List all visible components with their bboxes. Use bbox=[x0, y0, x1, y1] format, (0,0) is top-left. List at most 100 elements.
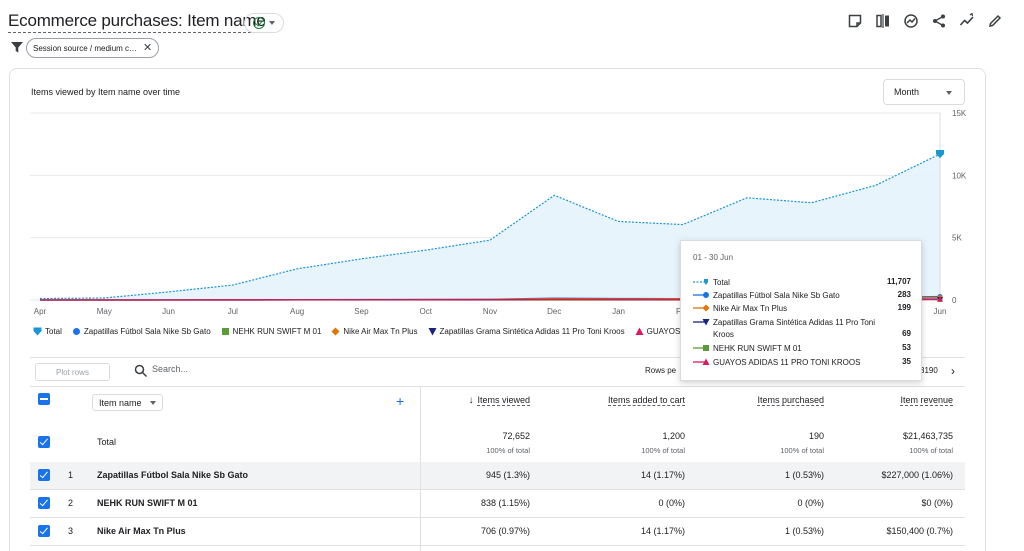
column-label: Items viewed bbox=[477, 395, 530, 406]
tooltip-series-name: Nike Air Max Tn Plus bbox=[713, 304, 788, 313]
tooltip-series-value: 11,707 bbox=[886, 277, 911, 286]
cell-value: 838 (1.15%) bbox=[480, 498, 530, 508]
trend-icon[interactable] bbox=[958, 12, 976, 30]
filter-icon[interactable] bbox=[10, 40, 24, 54]
legend-item[interactable]: Total bbox=[33, 327, 62, 336]
row-checkbox[interactable] bbox=[38, 469, 50, 481]
x-tick-label: Jun bbox=[934, 307, 947, 316]
divider bbox=[30, 386, 965, 387]
add-dimension-button[interactable]: + bbox=[396, 393, 405, 409]
check-circle-icon bbox=[253, 17, 265, 29]
tooltip-series-value: 283 bbox=[897, 290, 911, 299]
close-icon[interactable]: ✕ bbox=[143, 41, 153, 54]
tooltip-series-value: 35 bbox=[902, 357, 911, 366]
row-checkbox[interactable] bbox=[38, 525, 50, 537]
dimension-select[interactable]: Item name bbox=[92, 394, 163, 411]
column-label: Items purchased bbox=[757, 395, 824, 406]
divider bbox=[30, 545, 965, 546]
report-header: Ecommerce purchases: Item name Session s… bbox=[0, 0, 1024, 64]
share-icon[interactable] bbox=[930, 12, 948, 30]
circle-icon bbox=[693, 290, 713, 300]
series-marker bbox=[937, 296, 943, 302]
x-tick-label: Oct bbox=[419, 307, 432, 316]
total-value: $21,463,735 bbox=[902, 431, 953, 441]
chevron-down-icon bbox=[946, 91, 952, 95]
total-checkbox[interactable] bbox=[38, 436, 50, 448]
y-tick-label: 0 bbox=[952, 296, 957, 305]
y-tick-label: 5K bbox=[952, 234, 962, 243]
tooltip-series-value: 69 bbox=[902, 329, 911, 338]
search-icon bbox=[134, 364, 148, 378]
tooltip-row: Total 11,707 bbox=[693, 277, 911, 289]
legend-label: Zapatillas Grama Sintética Adidas 11 Pro… bbox=[439, 327, 625, 336]
compare-icon[interactable] bbox=[874, 12, 892, 30]
report-status-dropdown[interactable] bbox=[244, 13, 284, 33]
tooltip-series-value: 199 bbox=[897, 303, 911, 312]
item-name[interactable]: Zapatillas Fútbol Sala Nike Sb Gato bbox=[97, 470, 249, 480]
column-header-item-revenue[interactable]: Item revenue bbox=[900, 395, 953, 406]
y-tick-label: 15K bbox=[952, 109, 967, 118]
tooltip-series-name: Zapatillas Grama Sintética Adidas 11 Pro… bbox=[713, 318, 876, 339]
legend-item[interactable]: Zapatillas Grama Sintética Adidas 11 Pro… bbox=[428, 327, 625, 336]
search-input[interactable]: Search... bbox=[152, 364, 189, 374]
column-header-items-added[interactable]: Items added to cart bbox=[607, 395, 685, 406]
chart-legend: Total Zapatillas Fútbol Sala Nike Sb Gato… bbox=[33, 327, 712, 336]
tooltip-series-name: Total bbox=[713, 278, 730, 287]
report-title[interactable]: Ecommerce purchases: Item name bbox=[8, 11, 266, 33]
chart-tooltip: 01 - 30 Jun Total 11,707 Zapatillas Fútb… bbox=[680, 240, 922, 381]
dimension-label: Item name bbox=[99, 397, 142, 408]
tooltip-series-name: Zapatillas Fútbol Sala Nike Sb Gato bbox=[713, 291, 840, 300]
divider bbox=[420, 386, 421, 551]
legend-item[interactable]: NEHK RUN SWIFT M 01 bbox=[221, 327, 321, 336]
table-row[interactable] bbox=[30, 462, 965, 489]
column-header-items-purchased[interactable]: Items purchased bbox=[757, 395, 824, 406]
cell-value: 945 (1.3%) bbox=[485, 470, 530, 480]
tooltip-row: Zapatillas Fútbol Sala Nike Sb Gato 283 bbox=[693, 290, 911, 302]
chart-title: Items viewed by Item name over time bbox=[31, 87, 181, 97]
plot-rows-button[interactable]: Plot rows bbox=[35, 363, 110, 381]
item-name[interactable]: Nike Air Max Tn Plus bbox=[97, 526, 186, 536]
select-all-checkbox[interactable] bbox=[38, 393, 50, 405]
divider bbox=[30, 517, 965, 518]
tooltip-row: GUAYOS ADIDAS 11 PRO TONI KROOS 35 bbox=[693, 357, 911, 369]
legend-item[interactable]: GUAYOS ADIDAS bbox=[635, 327, 712, 336]
filter-chip[interactable]: Session source / medium c… ✕ bbox=[26, 38, 160, 58]
comment-icon[interactable] bbox=[846, 12, 864, 30]
cell-value: 14 (1.17%) bbox=[640, 526, 685, 536]
column-label: Item revenue bbox=[900, 395, 953, 406]
total-value: 72,652 bbox=[502, 431, 530, 441]
tooltip-series-name: NEHK RUN SWIFT M 01 bbox=[713, 344, 802, 353]
tooltip-series-name: GUAYOS ADIDAS 11 PRO TONI KROOS bbox=[713, 358, 861, 367]
tooltip-row: Nike Air Max Tn Plus 199 bbox=[693, 303, 911, 315]
total-marker bbox=[936, 150, 944, 159]
table-toolbar: Plot rows Search... Rows pe 3190 › bbox=[30, 358, 965, 386]
cell-value: 0 (0%) bbox=[797, 498, 824, 508]
cell-value: 1 (0.53%) bbox=[784, 526, 824, 536]
legend-label: Total bbox=[45, 327, 62, 336]
rows-per-page-label[interactable]: Rows pe bbox=[645, 366, 677, 375]
legend-item[interactable]: Nike Air Max Tn Plus bbox=[331, 327, 418, 336]
row-checkbox[interactable] bbox=[38, 497, 50, 509]
row-number: 2 bbox=[68, 498, 74, 508]
divider bbox=[30, 489, 965, 490]
granularity-select[interactable]: Month bbox=[883, 79, 965, 105]
edit-icon[interactable] bbox=[986, 12, 1004, 30]
x-tick-label: Apr bbox=[34, 307, 47, 316]
circle-icon bbox=[72, 328, 80, 335]
legend-item[interactable]: Zapatillas Fútbol Sala Nike Sb Gato bbox=[72, 327, 211, 336]
chevron-down-icon bbox=[269, 21, 275, 25]
tooltip-row: NEHK RUN SWIFT M 01 53 bbox=[693, 343, 911, 355]
tooltip-series-value: 53 bbox=[902, 343, 911, 352]
total-percent: 100% of total bbox=[909, 446, 953, 455]
column-header-items-viewed[interactable]: ↓ Items viewed bbox=[468, 395, 530, 406]
cell-value: 0 (0%) bbox=[658, 498, 685, 508]
row-number: 1 bbox=[68, 470, 74, 480]
chevron-right-icon[interactable]: › bbox=[951, 364, 955, 378]
arrow-down-icon: ↓ bbox=[468, 395, 474, 406]
square-icon bbox=[221, 328, 229, 335]
x-tick-label: Jul bbox=[228, 307, 238, 316]
item-name[interactable]: NEHK RUN SWIFT M 01 bbox=[97, 498, 198, 508]
legend-label: Zapatillas Fútbol Sala Nike Sb Gato bbox=[83, 327, 211, 336]
cell-value: $227,000 (1.06%) bbox=[881, 470, 953, 480]
insights-icon[interactable] bbox=[902, 12, 920, 30]
